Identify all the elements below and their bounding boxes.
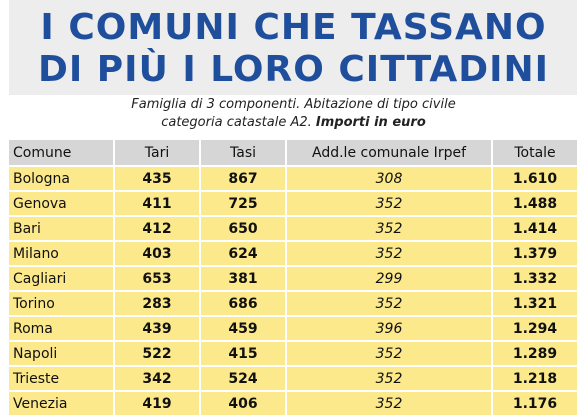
subtitle-line-2-text: categoria catastale A2. — [161, 115, 316, 130]
totale-cell: 1.414 — [491, 215, 577, 240]
tari-cell: 522 — [113, 340, 199, 365]
tasi-cell: 406 — [199, 390, 285, 415]
tasi-cell: 725 — [199, 190, 285, 215]
tari-cell: 653 — [113, 265, 199, 290]
comune-cell: Napoli — [9, 340, 113, 365]
tasi-cell: 867 — [199, 165, 285, 190]
totale-cell: 1.176 — [491, 390, 577, 415]
tax-table: Comune Tari Tasi Add.le comunale Irpef T… — [9, 140, 577, 415]
header-tasi: Tasi — [199, 140, 285, 165]
table-header-row: Comune Tari Tasi Add.le comunale Irpef T… — [9, 140, 577, 165]
table-row: Roma 439 459 396 1.294 — [9, 315, 577, 340]
irpef-cell: 352 — [285, 190, 491, 215]
header-comune: Comune — [9, 140, 113, 165]
title-box — [9, 0, 577, 95]
tasi-cell: 381 — [199, 265, 285, 290]
header-tari: Tari — [113, 140, 199, 165]
comune-cell: Genova — [9, 190, 113, 215]
irpef-cell: 352 — [285, 215, 491, 240]
tasi-cell: 524 — [199, 365, 285, 390]
table-row: Milano 403 624 352 1.379 — [9, 240, 577, 265]
totale-cell: 1.488 — [491, 190, 577, 215]
tasi-cell: 650 — [199, 215, 285, 240]
irpef-cell: 352 — [285, 340, 491, 365]
irpef-cell: 352 — [285, 390, 491, 415]
header-totale: Totale — [491, 140, 577, 165]
tari-cell: 419 — [113, 390, 199, 415]
comune-cell: Bari — [9, 215, 113, 240]
comune-cell: Bologna — [9, 165, 113, 190]
subtitle-line-2-bold: Importi in euro — [315, 115, 426, 130]
table-row: Venezia 419 406 352 1.176 — [9, 390, 577, 415]
table-row: Torino 283 686 352 1.321 — [9, 290, 577, 315]
comune-cell: Milano — [9, 240, 113, 265]
table-row: Bari 412 650 352 1.414 — [9, 215, 577, 240]
table-row: Trieste 342 524 352 1.218 — [9, 365, 577, 390]
irpef-cell: 352 — [285, 290, 491, 315]
page-title-line-2: DI PIÙ I LORO CITTADINI — [37, 49, 550, 90]
tari-cell: 439 — [113, 315, 199, 340]
comune-cell: Roma — [9, 315, 113, 340]
tasi-cell: 686 — [199, 290, 285, 315]
totale-cell: 1.321 — [491, 290, 577, 315]
table-row: Cagliari 653 381 299 1.332 — [9, 265, 577, 290]
irpef-cell: 396 — [285, 315, 491, 340]
table-row: Genova 411 725 352 1.488 — [9, 190, 577, 215]
irpef-cell: 308 — [285, 165, 491, 190]
header-irpef: Add.le comunale Irpef — [285, 140, 491, 165]
subtitle-line-2: categoria catastale A2. Importi in euro — [0, 114, 587, 132]
tasi-cell: 624 — [199, 240, 285, 265]
totale-cell: 1.332 — [491, 265, 577, 290]
irpef-cell: 299 — [285, 265, 491, 290]
totale-cell: 1.289 — [491, 340, 577, 365]
irpef-cell: 352 — [285, 240, 491, 265]
totale-cell: 1.610 — [491, 165, 577, 190]
tari-cell: 411 — [113, 190, 199, 215]
totale-cell: 1.218 — [491, 365, 577, 390]
subtitle-line-1: Famiglia di 3 componenti. Abitazione di … — [131, 97, 456, 112]
tasi-cell: 415 — [199, 340, 285, 365]
page-title-line-1: I COMUNI CHE TASSANO — [40, 7, 547, 48]
table-row: Bologna 435 867 308 1.610 — [9, 165, 577, 190]
totale-cell: 1.379 — [491, 240, 577, 265]
tari-cell: 342 — [113, 365, 199, 390]
comune-cell: Cagliari — [9, 265, 113, 290]
comune-cell: Torino — [9, 290, 113, 315]
comune-cell: Trieste — [9, 365, 113, 390]
comune-cell: Venezia — [9, 390, 113, 415]
table-row: Napoli 522 415 352 1.289 — [9, 340, 577, 365]
tasi-cell: 459 — [199, 315, 285, 340]
tari-cell: 403 — [113, 240, 199, 265]
irpef-cell: 352 — [285, 365, 491, 390]
tari-cell: 435 — [113, 165, 199, 190]
tari-cell: 283 — [113, 290, 199, 315]
tari-cell: 412 — [113, 215, 199, 240]
totale-cell: 1.294 — [491, 315, 577, 340]
